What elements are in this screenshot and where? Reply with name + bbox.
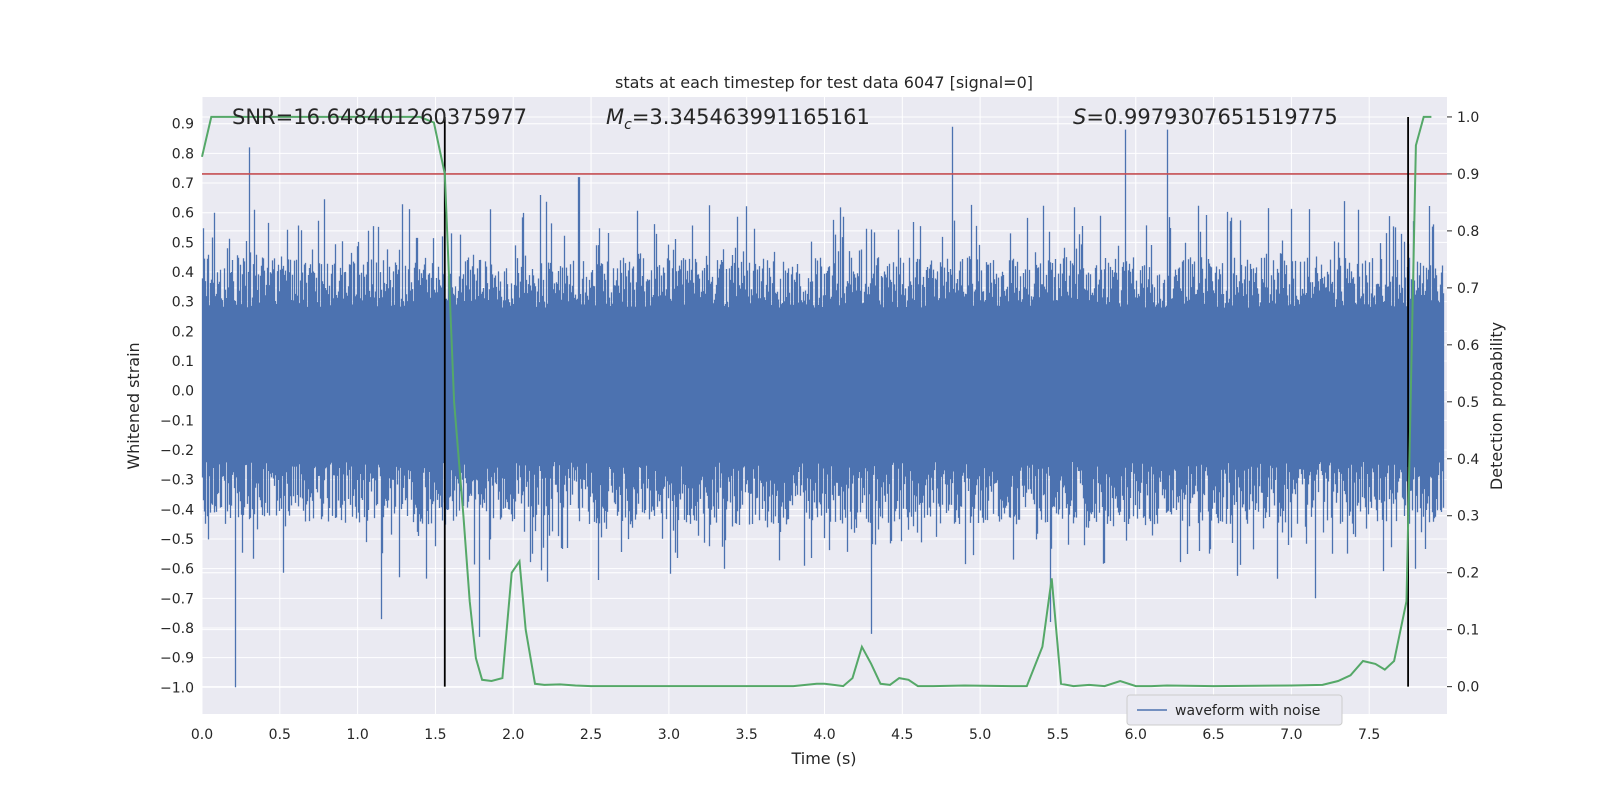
y-left-tick-label: 0.4 [172,265,194,281]
y-right-tick-label: 0.7 [1457,281,1479,297]
tick-labels: 0.0 0.5 1.0 1.5 2.0 2.5 3.0 3.5 4.0 4.5 5.0 5.5 6.0 6… [160,110,1479,743]
x-tick-label: 4.5 [891,727,913,743]
y-right-tick-label: 0.3 [1457,509,1479,525]
y-left-tick-label: 0.3 [172,295,194,311]
x-axis-label: Time (s) [790,749,856,768]
x-tick-label: 6.0 [1125,727,1147,743]
x-tick-label: 2.0 [502,727,524,743]
y-left-tick-label: 0.7 [172,176,194,192]
legend-box [1126,694,1343,726]
y-left-tick-label: 0.6 [172,206,194,222]
y-left-tick-label: 0.5 [172,235,194,251]
legend: waveform with noise [1126,694,1343,726]
x-tick-label: 3.0 [658,727,680,743]
score-annotation: S=0.9979307651519775 [1073,105,1338,129]
snr-annotation: SNR=16.648401260375977 [232,105,527,129]
waveform-line [201,126,1445,688]
y-right-tick-label: 0.0 [1457,680,1479,696]
y-left-tick-label: −0.4 [160,502,194,518]
y-right-tick-label: 1.0 [1457,110,1479,126]
x-tick-label: 0.5 [269,727,291,743]
y-left-tick-label: 0.8 [172,146,194,162]
y-left-tick-label: 0.9 [172,117,194,133]
y-left-tick-label: 0.2 [172,324,194,340]
x-tick-label: 1.5 [424,727,446,743]
y-left-tick-label: −0.7 [160,591,194,607]
chart-title: stats at each timestep for test data 604… [615,73,1033,92]
x-tick-label: 7.5 [1358,727,1380,743]
y-left-tick-label: 0.0 [172,384,194,400]
y-right-tick-label: 0.6 [1457,338,1479,354]
y-right-tick-label: 0.9 [1457,167,1479,183]
y-right-tick-label: 0.4 [1457,452,1479,468]
y-right-tick-label: 0.2 [1457,566,1479,582]
s-value: =0.9979307651519775 [1086,105,1337,129]
y-left-tick-label: −0.5 [160,532,194,548]
y-left-tick-label: −0.3 [160,473,194,489]
detection-probability-series [201,115,1432,688]
y-left-tick-label: −0.8 [160,621,194,637]
y-axis-label-left: Whitened strain [124,342,143,469]
legend-waveform-label: waveform with noise [1175,703,1320,719]
x-tick-label: 5.5 [1047,727,1069,743]
y-left-tick-label: −1.0 [160,680,194,696]
x-tick-label: 1.0 [346,727,368,743]
waveform-series [201,126,1445,688]
mc-subscript: c [624,117,632,133]
x-tick-label: 4.0 [813,727,835,743]
x-tick-label: 0.0 [191,727,213,743]
y-left-tick-label: −0.9 [160,651,194,667]
y-right-tick-label: 0.8 [1457,224,1479,240]
x-tick-label: 2.5 [580,727,602,743]
y-right-tick-label: 0.1 [1457,623,1479,639]
x-tick-label: 7.0 [1280,727,1302,743]
vertical-markers [443,116,1409,687]
y-axis-label-right: Detection probability [1487,322,1506,490]
x-tick-label: 3.5 [736,727,758,743]
chirp-mass-annotation: Mc=3.345463991165161 [606,105,870,133]
detection-probability-line [201,115,1432,688]
y-right-tick-label: 0.5 [1457,395,1479,411]
mc-value: =3.345463991165161 [632,105,870,129]
s-symbol: S [1073,105,1086,129]
x-tick-label: 6.5 [1202,727,1224,743]
x-tick-label: 5.0 [969,727,991,743]
y-left-tick-label: −0.2 [160,443,194,459]
mc-symbol: M [606,105,624,129]
y-left-tick-label: −0.6 [160,562,194,578]
y-left-tick-label: −0.1 [160,413,194,429]
y-left-tick-label: 0.1 [172,354,194,370]
